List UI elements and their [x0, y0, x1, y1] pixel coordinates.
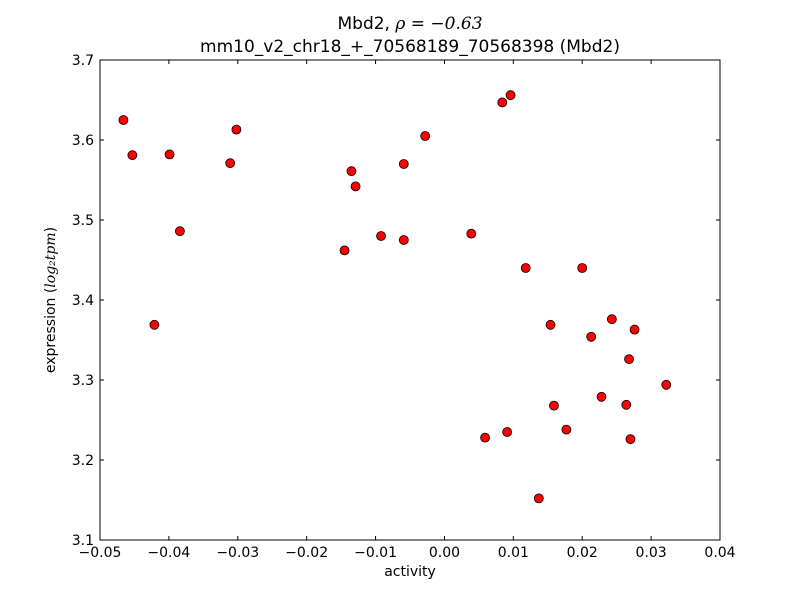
chart-title-rho: ρ [394, 14, 405, 34]
data-point [502, 427, 513, 437]
x-tick-label: 0.04 [704, 545, 735, 561]
data-point [624, 354, 634, 365]
data-point [606, 314, 617, 325]
data-point [545, 319, 556, 330]
y-axis-label-prefix: expression ( [43, 288, 59, 373]
x-tick-label: −0.03 [216, 545, 259, 561]
data-point [420, 131, 431, 141]
data-point [586, 331, 597, 342]
data-points [118, 90, 672, 504]
chart-title-rho-value: = −0.63 [405, 14, 482, 34]
data-point [505, 90, 516, 101]
data-point [127, 150, 138, 161]
x-tick-label: 0.03 [636, 545, 667, 561]
y-tick-label: 3.2 [72, 453, 94, 469]
x-tick-label: −0.04 [147, 545, 190, 561]
data-point [497, 97, 508, 108]
data-point [533, 493, 544, 504]
x-tick-label: 0.02 [567, 545, 598, 561]
y-axis-label-suffix: ) [43, 227, 59, 232]
chart-title: Mbd2, ρ = −0.63 [337, 14, 482, 34]
x-tick-label: 0.01 [498, 545, 529, 561]
y-tick-label: 3.5 [72, 213, 94, 229]
y-axis-ticks: 3.1 3.2 3.3 3.4 3.5 3.6 3.7 [72, 53, 720, 549]
data-point [466, 228, 477, 239]
x-tick-label: −0.02 [285, 545, 328, 561]
x-axis-label: activity [384, 564, 436, 580]
data-point [164, 149, 175, 160]
x-axis-ticks: −0.05 −0.04 −0.03 −0.02 −0.01 0.00 0.01 0.02 0.0… [79, 60, 736, 561]
data-point [231, 124, 242, 135]
y-axis-label: expression (log₂tpm) [43, 227, 59, 373]
data-point [621, 399, 632, 410]
y-tick-label: 3.4 [72, 293, 94, 309]
data-point [225, 158, 236, 169]
data-point [398, 235, 409, 245]
data-point [118, 115, 129, 125]
data-point [350, 181, 361, 192]
data-point [520, 263, 531, 273]
y-axis-label-math: log₂tpm [43, 232, 59, 287]
y-tick-label: 3.7 [72, 53, 94, 69]
data-point [339, 245, 350, 256]
data-point [149, 319, 160, 330]
data-point [376, 231, 386, 241]
y-tick-label: 3.6 [72, 133, 94, 149]
data-point [661, 379, 672, 390]
data-point [596, 391, 607, 402]
data-point [549, 400, 559, 411]
chart-title-prefix: Mbd2, [337, 14, 395, 34]
x-tick-label: −0.01 [354, 545, 397, 561]
data-point [175, 226, 185, 237]
x-tick-label: −0.05 [79, 545, 122, 561]
chart-subtitle: mm10_v2_chr18_+_70568189_70568398 (Mbd2) [200, 37, 620, 57]
y-tick-label: 3.1 [72, 533, 94, 549]
data-point [629, 324, 640, 335]
data-point [561, 424, 572, 435]
data-point [577, 263, 588, 273]
y-tick-label: 3.3 [72, 373, 94, 389]
data-point [625, 434, 636, 445]
data-point [398, 159, 409, 169]
data-point [346, 166, 357, 177]
data-point [480, 432, 490, 443]
x-tick-label: 0.00 [429, 545, 460, 561]
plot-area [99, 59, 721, 541]
